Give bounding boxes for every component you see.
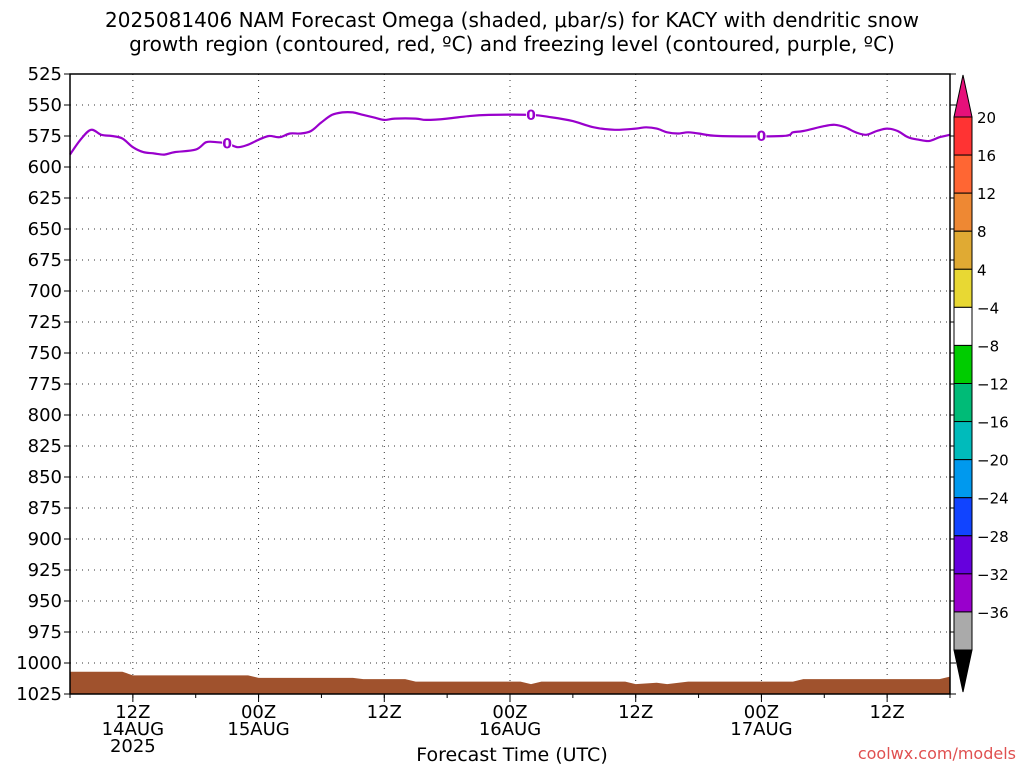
- colorbar-swatch-7: [953, 383, 973, 423]
- colorbar-label-13: −36: [977, 604, 1009, 622]
- y-tick-label-1025: 1025: [16, 684, 62, 705]
- x-tick-label-3-1: 16AUG: [479, 719, 541, 740]
- y-tick-label-800: 800: [28, 405, 62, 426]
- x-tick-label-1-1: 15AUG: [227, 719, 289, 740]
- y-tick-label-550: 550: [28, 95, 62, 116]
- x-tick-label-4-0: 12Z: [618, 702, 653, 723]
- x-tick-label-0-1: 14AUG: [102, 719, 164, 740]
- colorbar-swatch-11: [953, 535, 973, 575]
- contour-label-bg-2: [756, 128, 767, 144]
- colorbar-swatch-5: [953, 306, 973, 346]
- y-tick-label-675: 675: [28, 250, 62, 271]
- chart-title-line2: growth region (contoured, red, ºC) and f…: [129, 32, 895, 56]
- colorbar-label-9: −20: [977, 452, 1009, 470]
- y-tick-label-1000: 1000: [16, 653, 62, 674]
- x-tick-label-2-0: 12Z: [367, 702, 402, 723]
- colorbar-label-10: −24: [977, 490, 1009, 508]
- x-tick-label-1-0: 00Z: [241, 702, 276, 723]
- y-tick-label-525: 525: [28, 64, 62, 85]
- contour-label-1: 0: [526, 108, 536, 124]
- y-tick-label-700: 700: [28, 281, 62, 302]
- y-tick-label-925: 925: [28, 560, 62, 581]
- colorbar-label-2: 12: [977, 185, 996, 203]
- colorbar-label-3: 8: [977, 223, 987, 241]
- y-tick-label-850: 850: [28, 467, 62, 488]
- colorbar-swatch-6: [953, 344, 973, 384]
- colorbar-swatch-4: [953, 268, 973, 308]
- colorbar: 20 16 12 8 4 −4 −8 −12 −16 −20 −24 −28 −32 −36: [953, 74, 1009, 693]
- colorbar-label-11: −28: [977, 528, 1009, 546]
- y-tick-label-575: 575: [28, 126, 62, 147]
- colorbar-label-0: 20: [977, 109, 996, 127]
- x-tick-label-6-0: 12Z: [870, 702, 905, 723]
- x-tick-label-3-0: 00Z: [492, 702, 527, 723]
- y-tick-label-600: 600: [28, 157, 62, 178]
- colorbar-label-12: −32: [977, 566, 1009, 584]
- contour-label-0: 0: [222, 136, 232, 152]
- freezing-level-line: [69, 111, 951, 156]
- colorbar-swatch-3: [953, 230, 973, 270]
- y-tick-label-725: 725: [28, 312, 62, 333]
- colorbar-swatch-2: [953, 192, 973, 232]
- contour-label-bg-0: [222, 135, 233, 152]
- freezing-level-contour: 0 0 0: [69, 106, 951, 156]
- x-axis-label: Forecast Time (UTC): [416, 744, 608, 766]
- y-tick-label-900: 900: [28, 529, 62, 550]
- colorbar-swatch-9: [953, 459, 973, 499]
- x-tick-label-0-0: 12Z: [115, 702, 150, 723]
- colorbar-label-7: −12: [977, 376, 1009, 394]
- chart-title: 2025081406 NAM Forecast Omega (shaded, μ…: [0, 8, 1024, 56]
- colorbar-label-8: −16: [977, 414, 1009, 432]
- colorbar-label-1: 16: [977, 147, 996, 165]
- credit-text: coolwx.com/models: [857, 744, 1016, 763]
- y-tick-label-950: 950: [28, 591, 62, 612]
- x-tick-label-5-1: 17AUG: [730, 719, 792, 740]
- chart-title-line1: 2025081406 NAM Forecast Omega (shaded, μ…: [105, 8, 919, 32]
- y-tick-label-825: 825: [28, 436, 62, 457]
- y-tick-label-650: 650: [28, 219, 62, 240]
- colorbar-swatch-0: [953, 116, 973, 156]
- colorbar-swatch-13: [953, 611, 973, 651]
- grid-lines: [70, 74, 950, 694]
- colorbar-top-arrow: [953, 74, 973, 118]
- ground-fill: [70, 671, 950, 694]
- colorbar-swatch-10: [953, 497, 973, 537]
- y-tick-label-750: 750: [28, 343, 62, 364]
- contour-label-bg-1: [525, 106, 536, 123]
- y-tick-label-875: 875: [28, 498, 62, 519]
- contour-label-2: 0: [757, 129, 767, 145]
- colorbar-swatch-8: [953, 421, 973, 461]
- ground-area: [70, 671, 950, 694]
- colorbar-bottom-arrow: [953, 649, 973, 693]
- x-tick-label-5-0: 00Z: [744, 702, 779, 723]
- y-tick-label-975: 975: [28, 622, 62, 643]
- colorbar-label-4: 4: [977, 261, 987, 279]
- y-axis-ticks: 525 550 575 600 625 650 675 700 725 750 775 800 825 8…: [16, 64, 956, 705]
- y-tick-label-775: 775: [28, 374, 62, 395]
- colorbar-swatch-12: [953, 573, 973, 613]
- colorbar-label-5: −4: [977, 299, 999, 317]
- x-tick-label-0-2: 2025: [110, 736, 156, 757]
- y-tick-label-625: 625: [28, 188, 62, 209]
- colorbar-swatch-1: [953, 154, 973, 194]
- colorbar-label-6: −8: [977, 337, 999, 355]
